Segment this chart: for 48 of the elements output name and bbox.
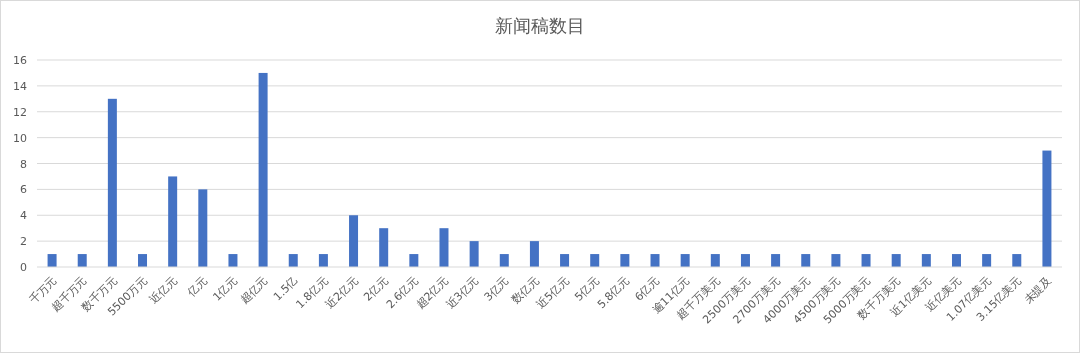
- bar: [680, 254, 690, 267]
- y-tick-label: 0: [20, 261, 27, 274]
- bar: [951, 254, 961, 267]
- y-tick-label: 2: [20, 235, 27, 249]
- bar: [921, 254, 931, 267]
- bar: [529, 241, 539, 267]
- x-tick-label: 3亿元: [481, 273, 512, 304]
- y-tick-label: 8: [20, 157, 27, 171]
- bar: [47, 254, 57, 267]
- bar: [1042, 150, 1052, 267]
- y-tick-label: 14: [13, 79, 27, 93]
- bar: [499, 254, 509, 267]
- bar: [198, 189, 208, 267]
- bar: [771, 254, 781, 267]
- y-tick-label: 10: [13, 131, 27, 145]
- bar: [710, 254, 720, 267]
- bar: [107, 98, 117, 267]
- bar: [349, 215, 359, 267]
- bar: [590, 254, 600, 267]
- bar: [77, 254, 87, 267]
- bar: [891, 254, 901, 267]
- bar: [379, 228, 389, 267]
- y-tick-label: 6: [20, 183, 27, 197]
- chart-title: 新闻稿数目: [495, 15, 585, 36]
- bar: [560, 254, 570, 267]
- bar: [801, 254, 811, 267]
- bar: [620, 254, 630, 267]
- x-tick-label: 未提及: [1021, 273, 1055, 307]
- x-tick-label: 亿元: [184, 273, 210, 300]
- bar: [861, 254, 871, 267]
- x-tick-label: 近亿元: [147, 273, 180, 307]
- y-tick-label: 16: [13, 54, 27, 67]
- bar: [288, 254, 298, 267]
- bar: [409, 254, 419, 267]
- bar: [831, 254, 841, 267]
- bar: [650, 254, 660, 267]
- bar: [439, 228, 449, 267]
- y-tick-label: 4: [20, 209, 27, 223]
- bar: [1012, 254, 1022, 267]
- bar: [168, 176, 178, 267]
- bar: [982, 254, 992, 267]
- bar: [258, 72, 268, 267]
- bar: [228, 254, 238, 267]
- y-tick-label: 12: [13, 105, 27, 119]
- bar: [138, 254, 148, 267]
- bar: [469, 241, 479, 267]
- bar: [318, 254, 328, 267]
- bar: [740, 254, 750, 267]
